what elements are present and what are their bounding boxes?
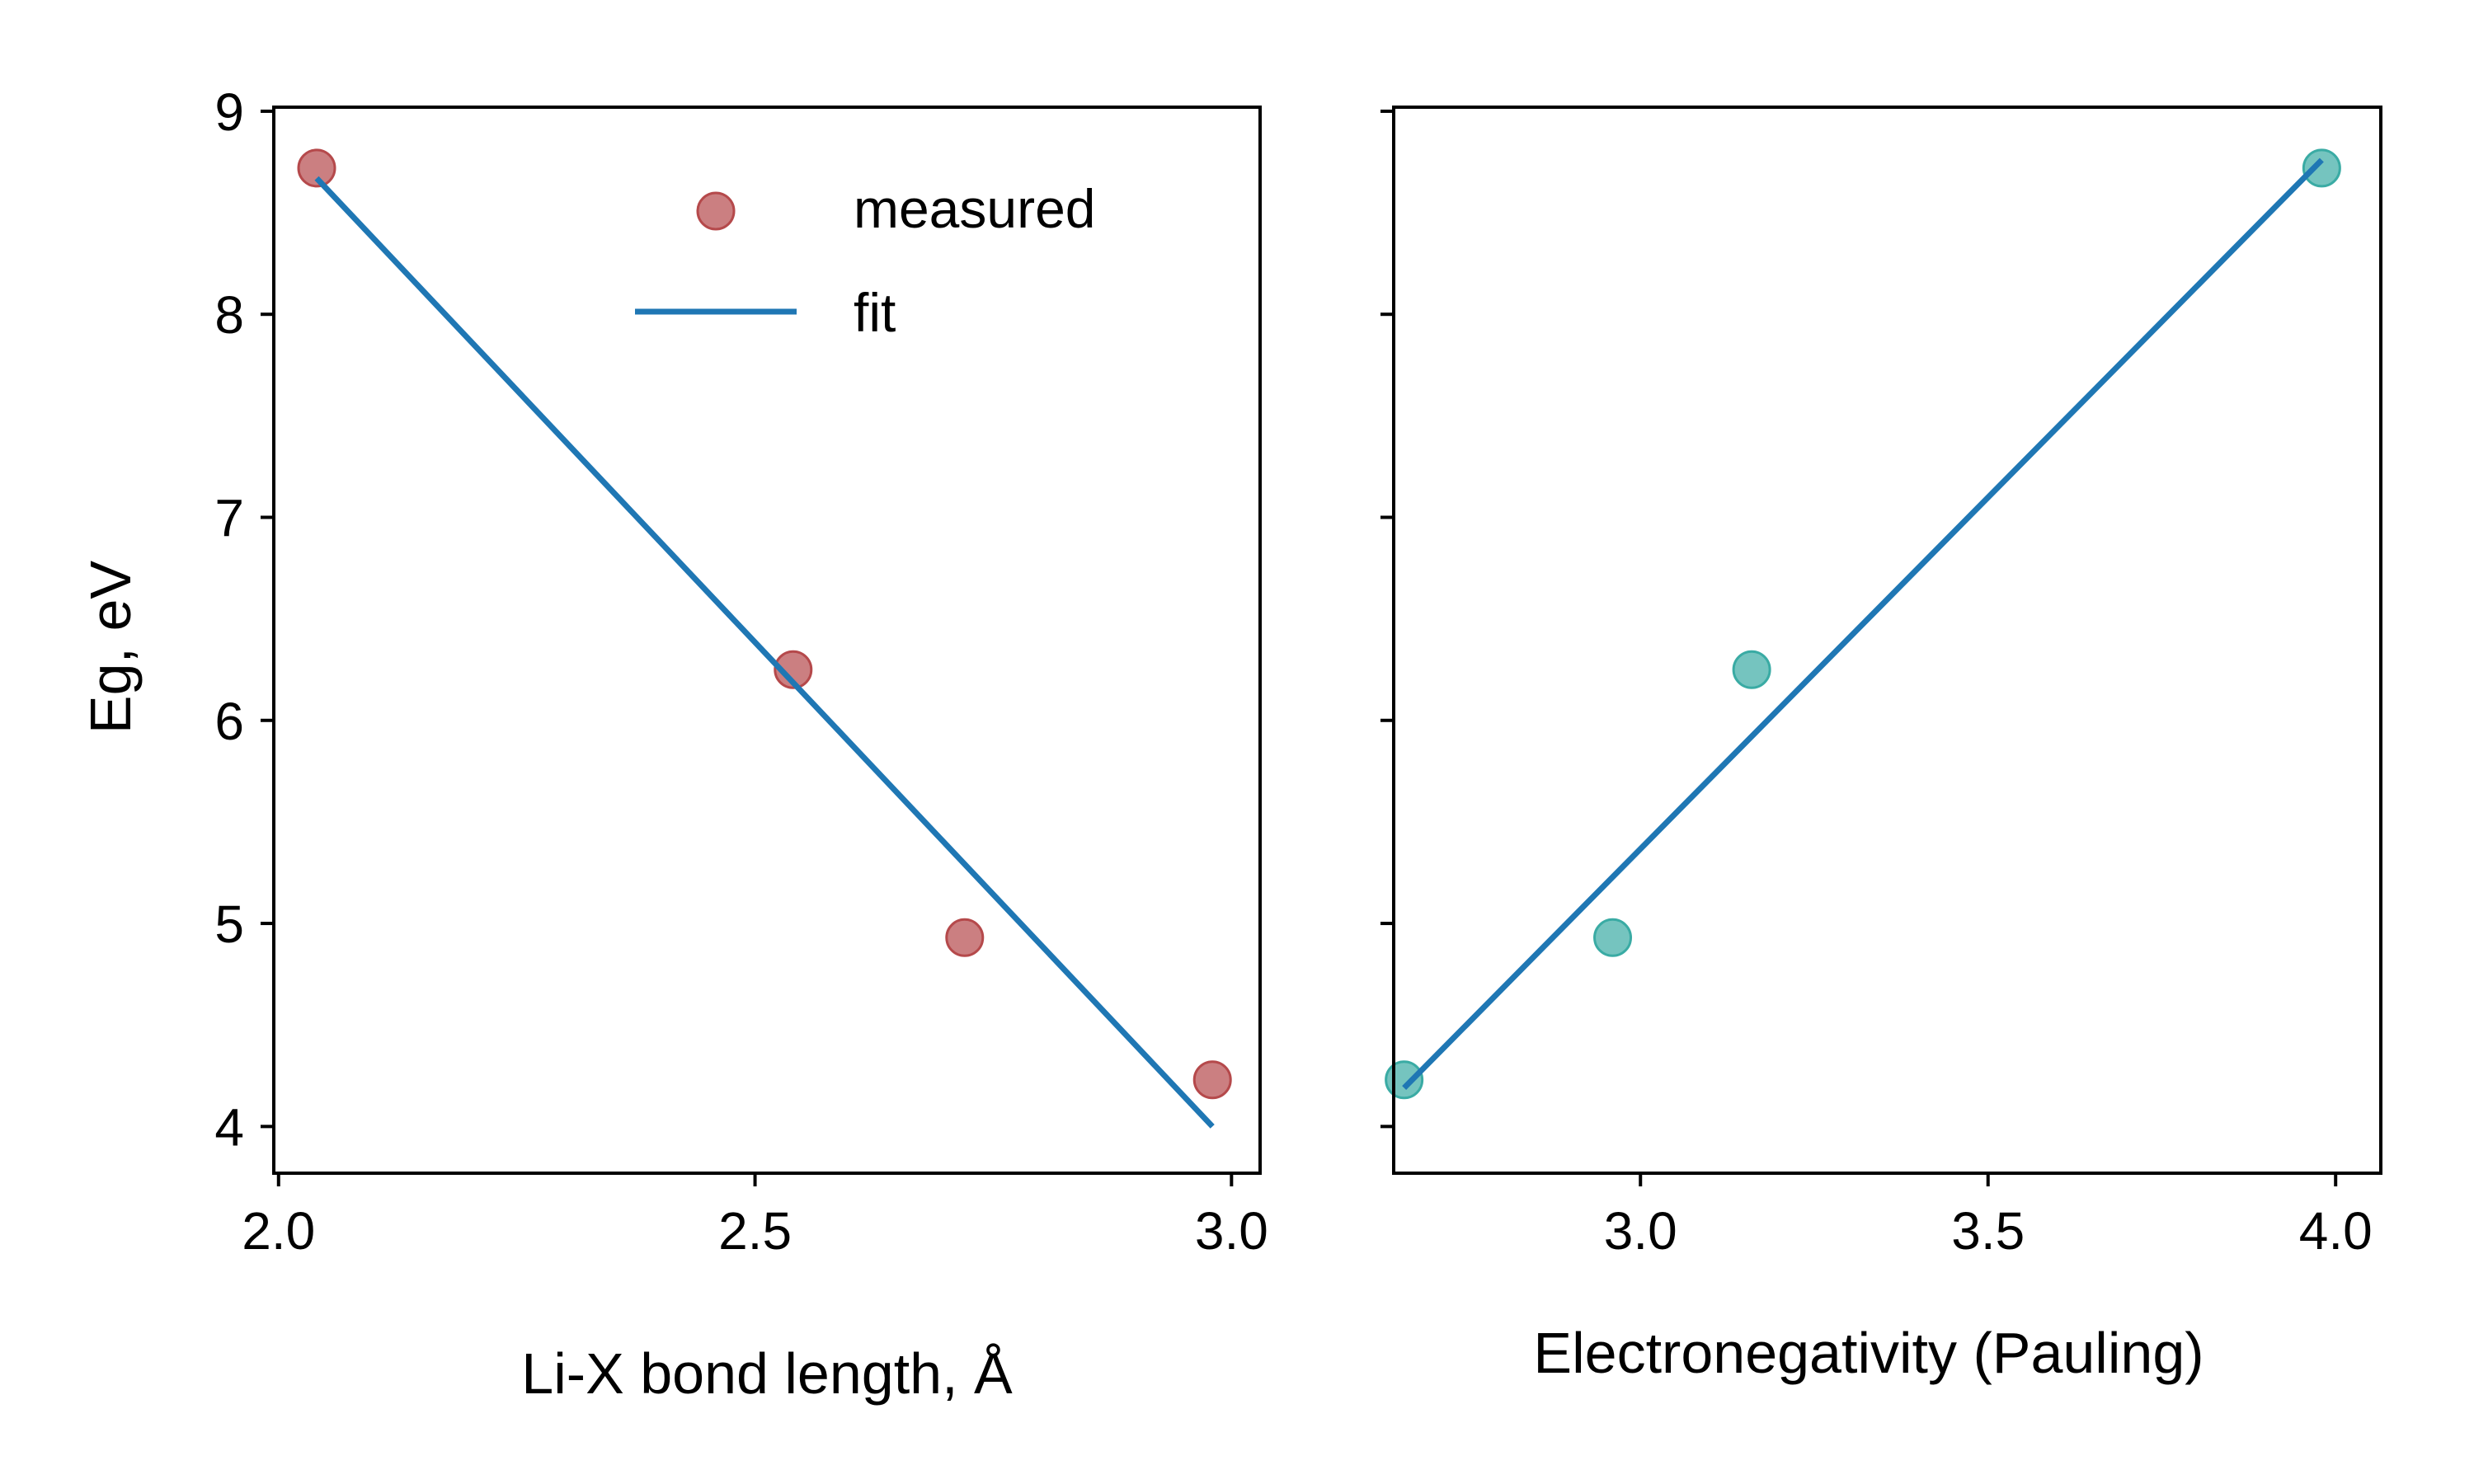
left-y-tick-label: 9 [214, 82, 244, 142]
right-axes-frame [1392, 106, 2382, 1175]
right-fit-line [1402, 157, 2324, 1091]
left-x-axis-label: Li-X bond length, Å [521, 1341, 1013, 1406]
left-y-tick-label: 8 [214, 285, 244, 345]
left-plot-marks [297, 148, 1232, 1129]
left-y-tick-label: 7 [214, 488, 244, 547]
left-x-ticks: 2.0 2.5 3.0 [242, 1173, 1268, 1261]
right-y-ticks [1380, 109, 1394, 1129]
left-panel: 2.0 2.5 3.0 4 5 6 7 8 9 Li-X bond length, Å Eg,… [78, 82, 1268, 1406]
right-measured-point [1593, 918, 1633, 957]
legend: measured fit [635, 178, 1096, 343]
left-y-tick-label: 6 [214, 692, 244, 751]
right-panel: 3.0 3.5 4.0 Electronegativity (Pauling) [1380, 106, 2382, 1385]
left-y-tick-label: 4 [214, 1097, 244, 1157]
left-measured-point [774, 650, 813, 689]
left-measured-point [945, 918, 985, 957]
left-measured-point [1192, 1060, 1232, 1100]
right-measured-point [2302, 148, 2341, 188]
right-x-tick-label: 4.0 [2299, 1201, 2373, 1261]
right-x-ticks: 3.0 3.5 4.0 [1604, 1173, 2373, 1261]
left-x-tick-label: 2.5 [718, 1201, 792, 1261]
right-x-tick-label: 3.5 [1951, 1201, 2025, 1261]
left-x-tick-label: 2.0 [242, 1201, 315, 1261]
right-measured-point [1385, 1060, 1424, 1100]
left-axes-frame [272, 106, 1262, 1175]
right-plot-marks [1385, 148, 2341, 1100]
left-y-ticks: 4 5 6 7 8 9 [214, 82, 274, 1157]
right-measured-point [1732, 650, 1771, 689]
left-fit-line [314, 176, 1215, 1129]
left-y-tick-label: 5 [214, 895, 244, 954]
left-measured-point [297, 148, 336, 188]
legend-marker-measured [696, 191, 736, 231]
left-x-tick-label: 3.0 [1195, 1201, 1268, 1261]
right-x-tick-label: 3.0 [1604, 1201, 1677, 1261]
y-axis-label: Eg, eV [78, 561, 143, 734]
legend-label-measured: measured [854, 178, 1096, 239]
legend-label-fit: fit [854, 282, 896, 343]
right-x-axis-label: Electronegativity (Pauling) [1533, 1321, 2204, 1385]
